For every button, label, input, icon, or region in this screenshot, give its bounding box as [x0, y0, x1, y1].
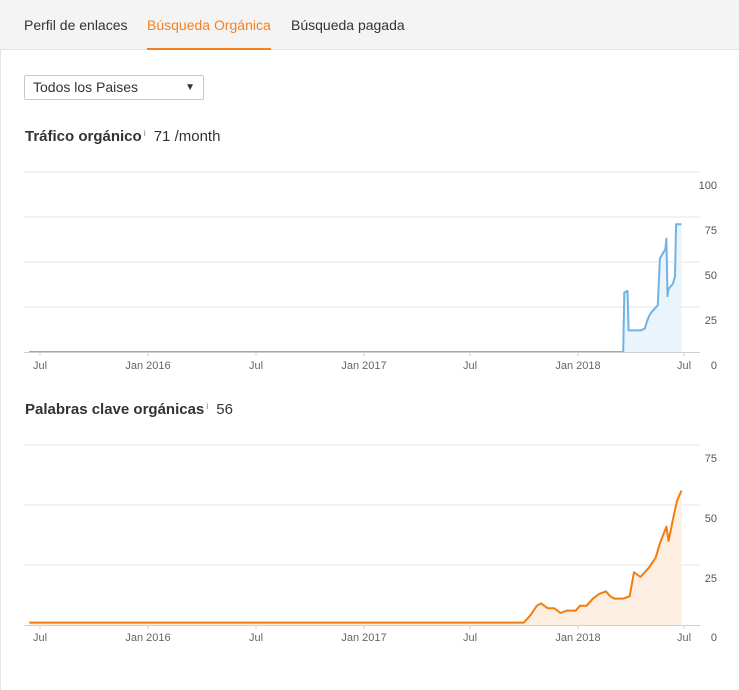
tab-busqueda-organica[interactable]: Búsqueda Orgánica [147, 0, 271, 50]
traffic-title: Tráfico orgánico [25, 128, 142, 145]
keywords-value: 56 [216, 401, 233, 418]
traffic-title-row: Tráfico orgánico i 71 /month [25, 128, 220, 145]
country-select[interactable]: Todos los Paises ▼ [24, 75, 204, 100]
info-icon[interactable]: i [206, 401, 209, 411]
traffic-value: 71 [153, 128, 171, 145]
keywords-title-row: Palabras clave orgánicas i 56 [25, 401, 233, 418]
info-icon[interactable]: i [143, 128, 146, 138]
tab-busqueda-pagada[interactable]: Búsqueda pagada [291, 17, 405, 33]
tab-perfil-de-enlaces[interactable]: Perfil de enlaces [24, 17, 128, 33]
country-select-value: Todos los Paises [33, 79, 139, 95]
keywords-title: Palabras clave orgánicas [25, 401, 205, 418]
traffic-unit: /month [174, 128, 221, 145]
main-content [0, 50, 739, 690]
chevron-down-icon: ▼ [185, 82, 195, 93]
tab-bar: Perfil de enlaces Búsqueda Orgánica Búsq… [0, 0, 739, 50]
